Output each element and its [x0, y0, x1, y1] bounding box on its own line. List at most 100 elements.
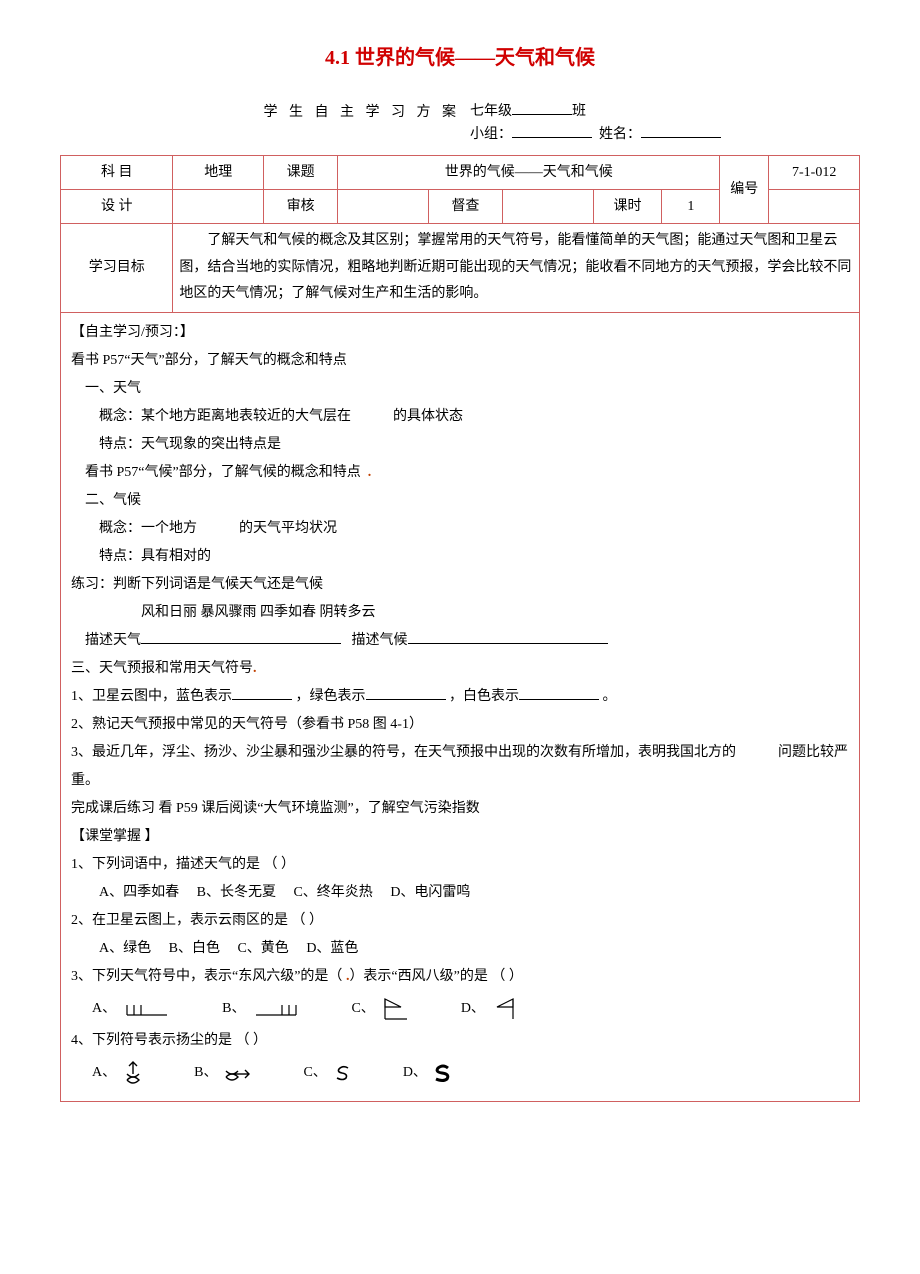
- class-heading: 【课堂掌握 】: [71, 823, 849, 851]
- q1-blank2[interactable]: [366, 685, 446, 700]
- cq4-opt-a[interactable]: A、: [92, 1059, 144, 1087]
- feature-weather: 特点：天气现象的突出特点是: [71, 431, 849, 459]
- group-blank[interactable]: [512, 123, 592, 138]
- plan-label: 学 生 自 主 学 习 方 案: [60, 100, 470, 125]
- exercise-words: 风和日丽 暴风骤雨 四季如春 阴转多云: [71, 599, 849, 627]
- name-blank[interactable]: [641, 123, 721, 138]
- code-value: 7-1-012: [769, 155, 860, 189]
- preview-heading: 【自主学习/预习：】: [71, 319, 849, 347]
- concept1-a: 概念：某个地方距离地表较近的大气层在: [99, 409, 351, 424]
- cq1-opt-d[interactable]: D、电闪雷鸣: [390, 885, 470, 900]
- sand-right-icon: [223, 1063, 253, 1083]
- describe-row: 描述天气 描述气候: [71, 627, 849, 655]
- desc-climate-label: 描述气候: [352, 633, 408, 648]
- concept2-b: 的天气平均状况: [239, 521, 337, 536]
- sand-up-icon: [122, 1060, 144, 1086]
- name-label: 姓名：: [599, 127, 641, 142]
- cq1-opt-b[interactable]: B、长冬无夏: [197, 885, 276, 900]
- dot-icon-2: .: [253, 661, 257, 676]
- code-label: 编号: [720, 155, 769, 223]
- heading-climate: 二、气候: [71, 487, 849, 515]
- target-text: 了解天气和气候的概念及其区别；掌握常用的天气符号，能看懂简单的天气图；能通过天气…: [173, 224, 860, 313]
- code-blank: [769, 189, 860, 223]
- topic-label: 课题: [264, 155, 338, 189]
- q1-b: ，绿色表示: [296, 689, 366, 704]
- subject-value: 地理: [173, 155, 264, 189]
- cq3-options: A、 B、 C、 D、: [71, 995, 849, 1023]
- cq2-opt-a[interactable]: A、绿色: [99, 941, 151, 956]
- document-title: 4.1 世界的气候——天气和气候: [60, 40, 860, 76]
- s-outline-icon: [333, 1063, 353, 1083]
- cq4-label-b: B、: [194, 1059, 217, 1087]
- exercise-label: 练习：判断下列词语是气候天气还是气候: [71, 571, 849, 599]
- review-label: 审核: [264, 189, 338, 223]
- cq3-b: ）表示“西风八级”的是 （ ）: [349, 969, 522, 984]
- cq3-opt-b[interactable]: B、: [222, 995, 301, 1023]
- desc-weather-blank[interactable]: [141, 629, 341, 644]
- cq3-opt-a[interactable]: A、: [92, 995, 172, 1023]
- period-label: 课时: [593, 189, 662, 223]
- inspect-blank: [503, 189, 594, 223]
- cq4-label-d: D、: [403, 1059, 427, 1087]
- wind-flag-right-icon: [491, 997, 517, 1021]
- grade-suffix: 班: [572, 104, 586, 119]
- info-table: 科 目 地理 课题 世界的气候——天气和气候 编号 7-1-012 设 计 审核…: [60, 155, 860, 313]
- dot-icon: .: [368, 465, 372, 480]
- cq1-opt-a[interactable]: A、四季如春: [99, 885, 179, 900]
- feature-climate: 特点：具有相对的: [71, 543, 849, 571]
- q3-dust: 3、最近几年，浮尘、扬沙、沙尘暴和强沙尘暴的符号，在天气预报中出现的次数有所增加…: [71, 739, 849, 795]
- cq1-options: A、四季如春 B、长冬无夏 C、终年炎热 D、电闪雷鸣: [71, 879, 849, 907]
- cq3-a: 3、下列天气符号中，表示“东风六级”的是（: [71, 969, 346, 984]
- cq2-opt-c[interactable]: C、黄色: [237, 941, 288, 956]
- target-label: 学习目标: [61, 224, 173, 313]
- cq4-opt-c[interactable]: C、: [303, 1059, 352, 1087]
- wind-west6-icon: [251, 999, 301, 1019]
- header-right: 七年级班 小组： 姓名：: [470, 100, 870, 147]
- q2-symbols: 2、熟记天气预报中常见的天气符号（参看书 P58 图 4-1）: [71, 711, 849, 739]
- desc-weather-label: 描述天气: [85, 633, 141, 648]
- topic-value: 世界的气候——天气和气候: [338, 155, 720, 189]
- designer-blank: [173, 189, 264, 223]
- q1-satellite: 1、卫星云图中，蓝色表示 ，绿色表示 ，白色表示 。: [71, 683, 849, 711]
- after-class: 完成课后练习 看 P59 课后阅读“大气环境监测”，了解空气污染指数: [71, 795, 849, 823]
- cq3-label-b: B、: [222, 995, 245, 1023]
- cq2-opt-d[interactable]: D、蓝色: [306, 941, 358, 956]
- cq4-opt-b[interactable]: B、: [194, 1059, 253, 1087]
- q1-blank3[interactable]: [519, 685, 599, 700]
- grade-prefix: 七年级: [470, 104, 512, 119]
- wind-east6-icon: [122, 999, 172, 1019]
- q1-c: ，白色表示: [449, 689, 519, 704]
- line-p57-climate: 看书 P57“气候”部分，了解气候的概念和特点 .: [71, 459, 849, 487]
- cq4: 4、下列符号表示扬尘的是 （ ）: [71, 1027, 849, 1055]
- cq2: 2、在卫星云图上，表示云雨区的是 （ ）: [71, 907, 849, 935]
- grade-blank[interactable]: [512, 100, 572, 115]
- subject-label: 科 目: [61, 155, 173, 189]
- cq1: 1、下列词语中，描述天气的是 （ ）: [71, 851, 849, 879]
- cq2-options: A、绿色 B、白色 C、黄色 D、蓝色: [71, 935, 849, 963]
- desc-climate-blank[interactable]: [408, 629, 608, 644]
- wind-flag-left-icon: [381, 997, 411, 1021]
- period-value: 1: [662, 189, 720, 223]
- concept-climate: 概念：一个地方 的天气平均状况: [71, 515, 849, 543]
- cq4-label-c: C、: [303, 1059, 326, 1087]
- cq3: 3、下列天气符号中，表示“东风六级”的是（ .）表示“西风八级”的是 （ ）: [71, 963, 849, 991]
- cq4-opt-d[interactable]: D、: [403, 1059, 453, 1087]
- concept2-a: 概念：一个地方: [99, 521, 197, 536]
- cq3-label-a: A、: [92, 995, 116, 1023]
- h3-text: 三、天气预报和常用天气符号: [71, 661, 253, 676]
- q1-blank1[interactable]: [232, 685, 292, 700]
- cq3-opt-c[interactable]: C、: [351, 995, 410, 1023]
- concept1-b: 的具体状态: [393, 409, 463, 424]
- cq4-label-a: A、: [92, 1059, 116, 1087]
- cq1-opt-c[interactable]: C、终年炎热: [293, 885, 372, 900]
- heading-weather: 一、天气: [71, 375, 849, 403]
- heading-forecast: 三、天气预报和常用天气符号.: [71, 655, 849, 683]
- q3-a: 3、最近几年，浮尘、扬沙、沙尘暴和强沙尘暴的符号，在天气预报中出现的次数有所增加…: [71, 745, 736, 760]
- cq2-opt-b[interactable]: B、白色: [169, 941, 220, 956]
- cq4-options: A、 B、 C、 D、: [71, 1059, 849, 1087]
- line2-text: 看书 P57“气候”部分，了解气候的概念和特点: [85, 465, 361, 480]
- cq3-label-c: C、: [351, 995, 374, 1023]
- cq3-label-d: D、: [461, 995, 485, 1023]
- designer-label: 设 计: [61, 189, 173, 223]
- cq3-opt-d[interactable]: D、: [461, 995, 517, 1023]
